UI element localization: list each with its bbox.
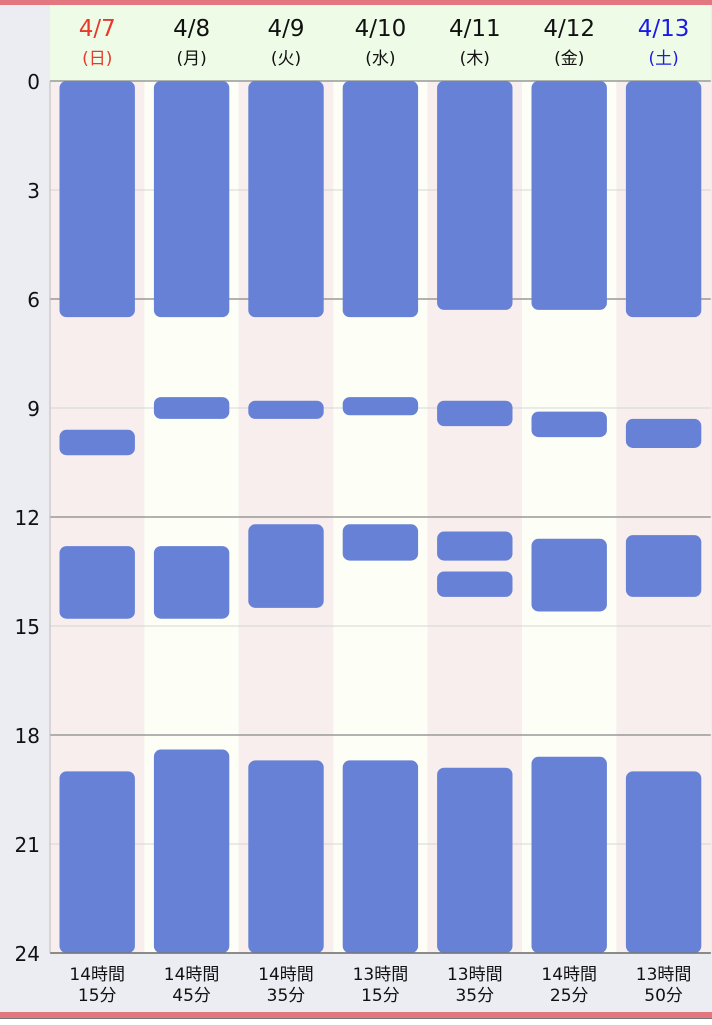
y-tick-label: 15	[15, 615, 40, 639]
sleep-bar	[531, 411, 607, 438]
y-tick-label: 0	[27, 70, 40, 94]
day-weekday-label: (金)	[554, 49, 584, 69]
sleep-bar	[625, 535, 702, 597]
sleep-bar	[153, 546, 230, 619]
sleep-bar	[59, 771, 135, 953]
day-weekday-label: (木)	[460, 49, 490, 69]
sleep-bar	[437, 571, 513, 597]
total-sleep-hours: 14時間	[258, 965, 314, 985]
day-date-label: 4/7	[79, 16, 116, 42]
day-date-label: 4/12	[543, 16, 595, 42]
sleep-bar	[59, 81, 135, 318]
total-sleep-minutes: 35分	[455, 986, 494, 1006]
y-tick-label: 9	[27, 397, 40, 421]
sleep-bar	[342, 397, 419, 416]
day-date-label: 4/11	[449, 16, 501, 42]
sleep-bar	[437, 81, 513, 310]
total-sleep-minutes: 50分	[644, 986, 683, 1006]
day-date-label: 4/8	[173, 16, 210, 42]
sleep-bar	[437, 400, 513, 427]
sleep-bar	[248, 400, 324, 419]
total-sleep-minutes: 25分	[550, 986, 589, 1006]
y-tick-label: 3	[27, 179, 40, 203]
day-weekday-label: (火)	[271, 49, 301, 69]
sleep-bar	[342, 81, 419, 318]
sleep-bar	[531, 81, 607, 310]
day-date-label: 4/10	[355, 16, 407, 42]
total-sleep-hours: 13時間	[447, 965, 503, 985]
day-weekday-label: (日)	[82, 49, 112, 69]
header-background	[50, 5, 711, 81]
day-weekday-label: (土)	[648, 49, 678, 69]
sleep-bar	[248, 760, 324, 953]
sleep-bar	[625, 418, 702, 448]
y-tick-label: 18	[15, 724, 40, 748]
sleep-bar	[625, 81, 702, 318]
sleep-bar	[153, 81, 230, 318]
y-tick-label: 21	[15, 833, 40, 857]
sleep-bar	[248, 81, 324, 318]
y-tick-label: 12	[15, 506, 40, 530]
sleep-bar	[59, 546, 135, 619]
sleep-bar	[342, 524, 419, 561]
sleep-bar	[153, 397, 230, 419]
day-weekday-label: (水)	[365, 49, 395, 69]
total-sleep-hours: 14時間	[69, 965, 125, 985]
sleep-bar	[531, 538, 607, 612]
total-sleep-minutes: 45分	[172, 986, 211, 1006]
total-sleep-hours: 13時間	[353, 965, 409, 985]
sleep-bar	[342, 760, 419, 953]
y-tick-label: 6	[27, 288, 40, 312]
day-date-label: 4/9	[267, 16, 304, 42]
sleep-bar	[531, 756, 607, 953]
y-tick-label: 24	[15, 942, 40, 966]
sleep-bar	[153, 749, 230, 953]
sleep-bar	[248, 524, 324, 608]
total-sleep-minutes: 15分	[361, 986, 400, 1006]
day-date-label: 4/13	[638, 16, 690, 42]
day-weekday-label: (月)	[176, 49, 206, 69]
bottom-edge	[0, 1018, 712, 1025]
total-sleep-hours: 13時間	[636, 965, 692, 985]
sleep-bar	[625, 771, 702, 953]
top-accent-bar	[0, 0, 712, 5]
total-sleep-minutes: 15分	[78, 986, 117, 1006]
total-sleep-minutes: 35分	[267, 986, 306, 1006]
sleep-bar	[59, 429, 135, 456]
sleep-bar	[437, 531, 513, 561]
total-sleep-hours: 14時間	[164, 965, 220, 985]
sleep-bar	[437, 767, 513, 953]
total-sleep-hours: 14時間	[541, 965, 597, 985]
